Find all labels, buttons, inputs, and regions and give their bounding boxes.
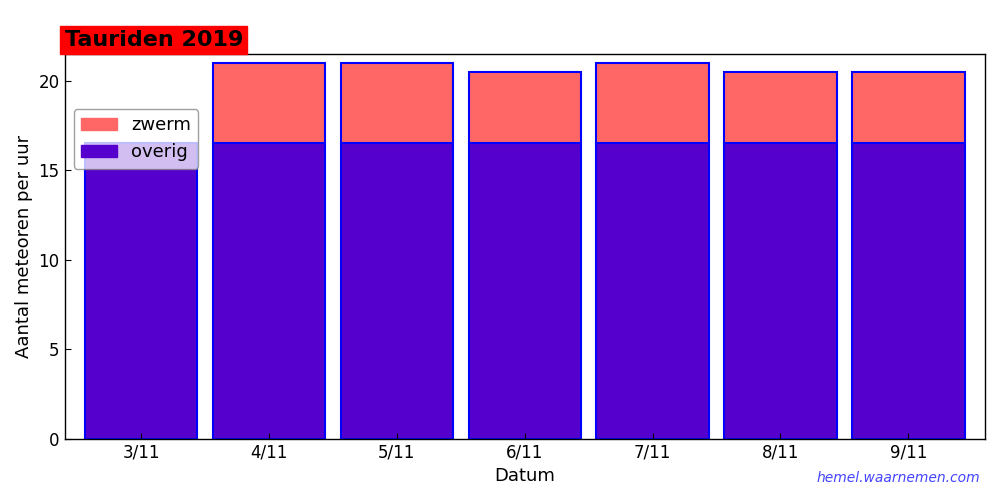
Bar [852,144,965,439]
Bar [852,72,965,144]
Legend: zwerm, overig: zwerm, overig [74,109,198,168]
Bar [341,63,453,144]
Bar [213,144,325,439]
Bar [596,144,709,439]
Bar [341,144,453,439]
Text: hemel.waarnemen.com: hemel.waarnemen.com [816,471,980,485]
Text: Tauriden 2019: Tauriden 2019 [65,30,243,50]
Y-axis label: Aantal meteoren per uur: Aantal meteoren per uur [15,134,33,358]
Bar [213,63,325,144]
Bar [85,144,197,439]
Bar [469,144,581,439]
Bar [724,144,837,439]
Bar [596,63,709,144]
Bar [724,72,837,144]
Bar [469,72,581,144]
X-axis label: Datum: Datum [494,467,555,485]
